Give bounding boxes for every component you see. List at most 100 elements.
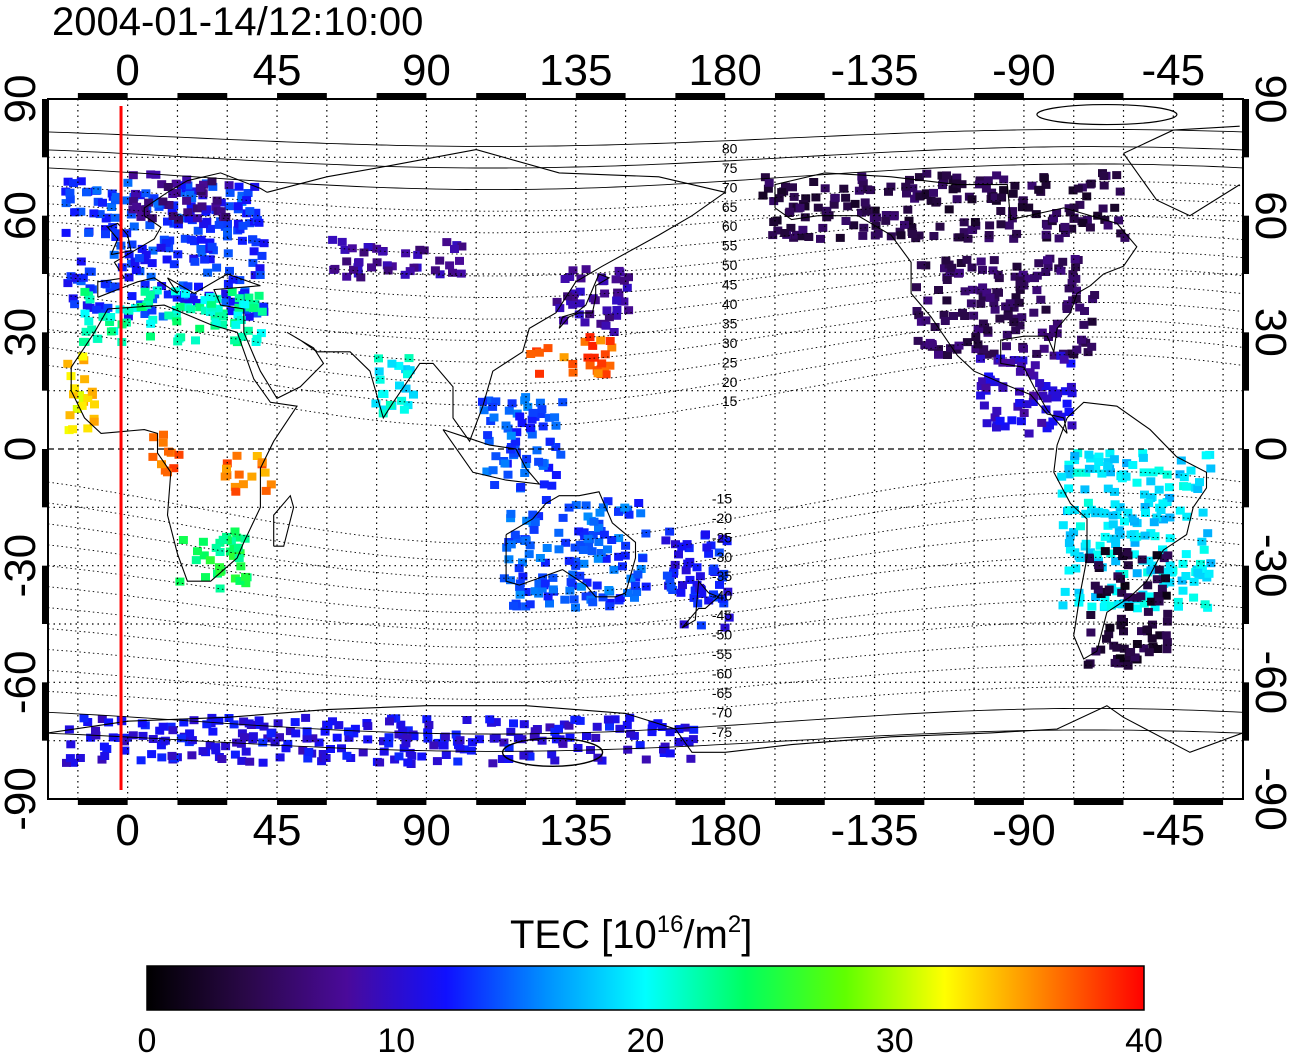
tec-pixel (90, 400, 99, 409)
tec-pixel (1173, 597, 1183, 606)
tec-pixel (216, 207, 226, 216)
tec-pixel (206, 224, 215, 233)
tec-pixel (196, 245, 206, 253)
tec-pixel (841, 193, 851, 202)
tec-pixel (337, 237, 347, 246)
tec-pixel (1127, 514, 1137, 523)
tec-pixel (555, 304, 565, 313)
tec-pixel (527, 415, 537, 424)
tec-pixel (983, 176, 993, 185)
tec-pixel (423, 734, 433, 743)
tec-pixel (997, 193, 1007, 202)
tec-pixel (80, 337, 90, 346)
tec-pixel (1091, 465, 1101, 473)
tec-pixel (804, 233, 814, 241)
tec-pixel (1041, 230, 1051, 239)
tec-pixel (634, 499, 644, 507)
north-america-coastline (774, 172, 1138, 434)
tec-pixel (674, 725, 684, 734)
tec-pixel (1154, 565, 1164, 574)
tec-pixel (1048, 417, 1058, 426)
tec-pixel (234, 554, 244, 563)
tec-pixel (554, 545, 564, 554)
tec-pixel (683, 559, 693, 568)
tec-pixel (136, 210, 146, 219)
tec-pixel (1054, 234, 1064, 243)
tec-pixel (466, 746, 476, 755)
tec-pixel (193, 226, 203, 235)
tec-pixel (1078, 219, 1088, 227)
tec-pixel (504, 555, 514, 564)
tec-pixel (489, 413, 499, 422)
tec-pixel (598, 503, 608, 512)
tec-pixel (512, 428, 522, 437)
tec-pixel (1108, 520, 1118, 529)
tec-pixel (240, 300, 250, 309)
tec-pixel (245, 757, 255, 766)
tec-pixel (101, 225, 110, 234)
tec-pixel (92, 305, 102, 314)
tec-pixel (112, 229, 121, 238)
tec-pixel (212, 263, 222, 272)
tec-pixel (340, 245, 350, 254)
tec-pixel (1049, 325, 1059, 334)
tec-pixel (214, 716, 224, 725)
tec-pixel (973, 340, 983, 349)
frame-bar-right (1243, 682, 1249, 741)
tec-pixel (588, 341, 598, 350)
indonesia-coastline (442, 429, 541, 485)
tec-pixel (990, 378, 1000, 387)
frame-bar-right (1243, 99, 1249, 158)
tec-pixel (1103, 461, 1113, 470)
tec-pixel (1037, 418, 1047, 427)
tec-pixel (1103, 221, 1113, 230)
tec-pixel (939, 176, 949, 185)
tec-pixel (1150, 603, 1160, 612)
bottom-longitude-labels: 0 45 90 135 180 -135 -90 -45 (115, 806, 1205, 855)
tec-pixel (1000, 422, 1010, 431)
tec-pixel (678, 581, 687, 590)
tec-pixel (976, 257, 986, 266)
tec-pixel (233, 310, 243, 319)
tec-pixel (860, 198, 870, 207)
tec-pixel (947, 263, 957, 272)
tec-pixel (205, 255, 215, 264)
tec-pixel (596, 549, 606, 557)
tec-pixel (378, 409, 388, 418)
tec-pixel (521, 460, 531, 469)
tec-pixel (1090, 581, 1100, 590)
frame-bar-top (1173, 93, 1224, 99)
contour-label-north: 80 (722, 140, 738, 156)
tec-pixel (114, 734, 124, 742)
tec-pixel (582, 578, 592, 587)
tec-pixel (298, 746, 308, 755)
tec-pixel (534, 579, 544, 588)
tec-pixel (63, 177, 73, 186)
coastline-layer (48, 125, 1243, 753)
frame-bar-top (575, 93, 626, 99)
tec-pixel (587, 591, 597, 600)
tec-pixel (1119, 599, 1129, 608)
tec-pixel (206, 299, 216, 308)
tec-pixel (948, 185, 958, 194)
contour-line (48, 729, 1243, 752)
tec-pixel (372, 258, 382, 267)
tec-pixel (349, 265, 358, 274)
tec-pixel (1039, 344, 1049, 353)
tec-pixel (328, 235, 338, 244)
tec-pixel (1119, 570, 1129, 578)
tec-pixel (157, 180, 167, 189)
tec-pixel (1067, 349, 1077, 358)
tec-pixel (85, 303, 95, 312)
tec-pixel (903, 205, 913, 214)
tec-pixel (506, 431, 516, 440)
tec-pixel (571, 561, 581, 570)
tec-pixel (213, 304, 223, 313)
tec-pixel (488, 759, 498, 768)
tec-pixel (714, 548, 724, 557)
tec-pixel (259, 302, 269, 311)
frame-bar-right (1243, 215, 1249, 274)
tec-pixel (908, 184, 918, 193)
tec-pixel (589, 517, 599, 526)
tec-pixel (196, 235, 206, 244)
